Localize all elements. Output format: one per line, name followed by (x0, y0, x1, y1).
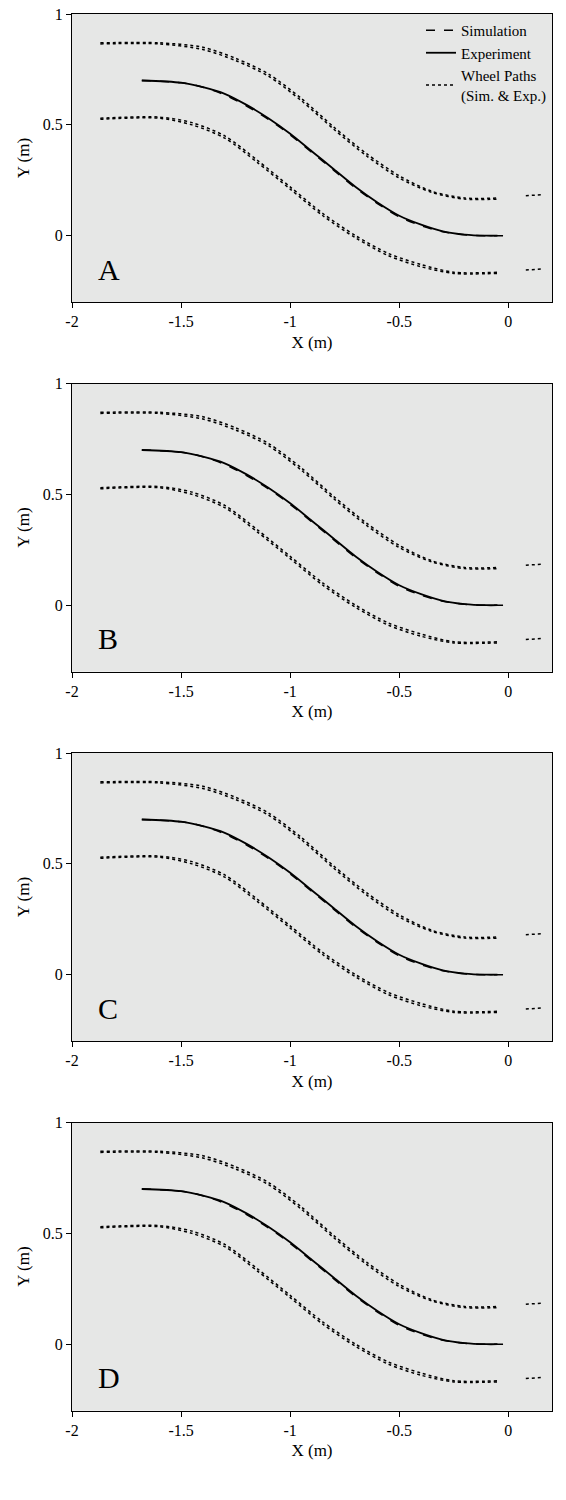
svg-text:X (m): X (m) (291, 1441, 332, 1460)
svg-text:-1: -1 (284, 683, 297, 700)
svg-text:0.5: 0.5 (43, 855, 63, 872)
svg-text:D: D (98, 1361, 120, 1394)
svg-text:0: 0 (504, 1052, 512, 1069)
svg-text:-1.5: -1.5 (168, 1422, 193, 1439)
svg-text:A: A (98, 253, 120, 286)
svg-text:-0.5: -0.5 (387, 313, 412, 330)
svg-text:X (m): X (m) (291, 1072, 332, 1091)
svg-text:-1.5: -1.5 (168, 683, 193, 700)
svg-text:0.5: 0.5 (43, 1225, 63, 1242)
svg-text:B: B (98, 622, 118, 655)
svg-text:-1.5: -1.5 (168, 1052, 193, 1069)
svg-text:Y (m): Y (m) (14, 877, 33, 917)
svg-text:Wheel Paths(Sim. & Exp.): Wheel Paths(Sim. & Exp.) (461, 68, 546, 105)
svg-text:0: 0 (55, 1336, 63, 1353)
svg-text:-1.5: -1.5 (168, 313, 193, 330)
svg-text:1: 1 (55, 1114, 63, 1131)
svg-text:-2: -2 (65, 683, 78, 700)
svg-text:0: 0 (504, 1422, 512, 1439)
svg-text:0.5: 0.5 (43, 116, 63, 133)
svg-text:1: 1 (55, 6, 63, 23)
svg-text:0: 0 (504, 313, 512, 330)
svg-text:Simulation: Simulation (461, 23, 527, 39)
svg-text:0: 0 (55, 966, 63, 983)
svg-text:-1: -1 (284, 1052, 297, 1069)
svg-text:Y (m): Y (m) (14, 1246, 33, 1286)
svg-text:-0.5: -0.5 (387, 1052, 412, 1069)
svg-text:X (m): X (m) (291, 702, 332, 721)
svg-text:1: 1 (55, 375, 63, 392)
svg-text:1: 1 (55, 745, 63, 762)
svg-text:Experiment: Experiment (461, 46, 532, 62)
svg-text:0: 0 (504, 683, 512, 700)
svg-text:-2: -2 (65, 1052, 78, 1069)
svg-text:Y (m): Y (m) (14, 138, 33, 178)
svg-text:-0.5: -0.5 (387, 683, 412, 700)
svg-text:X (m): X (m) (291, 333, 332, 352)
svg-text:-1: -1 (284, 313, 297, 330)
svg-text:0: 0 (55, 597, 63, 614)
svg-text:-2: -2 (65, 1422, 78, 1439)
svg-text:-2: -2 (65, 313, 78, 330)
svg-text:Y (m): Y (m) (14, 507, 33, 547)
svg-text:0.5: 0.5 (43, 486, 63, 503)
svg-text:C: C (98, 992, 118, 1025)
svg-text:-0.5: -0.5 (387, 1422, 412, 1439)
svg-text:-1: -1 (284, 1422, 297, 1439)
svg-text:0: 0 (55, 227, 63, 244)
